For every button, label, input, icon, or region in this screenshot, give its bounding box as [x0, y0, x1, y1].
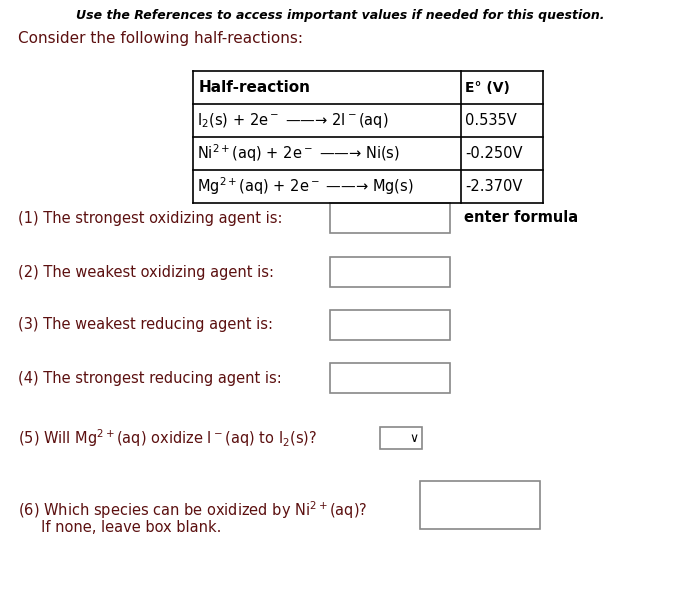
Text: ∨: ∨ — [409, 432, 419, 445]
Text: -0.250V: -0.250V — [465, 146, 522, 161]
Text: Ni$^{2+}$(aq) + 2e$^-$ ——→ Ni(s): Ni$^{2+}$(aq) + 2e$^-$ ——→ Ni(s) — [197, 142, 400, 164]
Text: 0.535V: 0.535V — [465, 113, 517, 128]
Text: Consider the following half-reactions:: Consider the following half-reactions: — [18, 31, 303, 46]
Text: Mg$^{2+}$(aq) + 2e$^-$ ——→ Mg(s): Mg$^{2+}$(aq) + 2e$^-$ ——→ Mg(s) — [197, 175, 413, 197]
Text: Use the References to access important values if needed for this question.: Use the References to access important v… — [76, 8, 604, 22]
Text: I$_2$(s) + 2e$^-$ ——→ 2I$^-$(aq): I$_2$(s) + 2e$^-$ ——→ 2I$^-$(aq) — [197, 111, 388, 130]
Text: enter formula: enter formula — [464, 210, 578, 225]
Text: (5) Will Mg$^{2+}$(aq) oxidize I$^-$(aq) to I$_2$(s)?: (5) Will Mg$^{2+}$(aq) oxidize I$^-$(aq)… — [18, 427, 317, 449]
Bar — [330, 310, 450, 340]
Bar — [330, 363, 450, 393]
Bar — [420, 481, 540, 529]
Text: (4) The strongest reducing agent is:: (4) The strongest reducing agent is: — [18, 370, 282, 385]
Text: E° (V): E° (V) — [465, 81, 510, 94]
Bar — [330, 257, 450, 287]
Text: If none, leave box blank.: If none, leave box blank. — [18, 519, 221, 534]
Bar — [380, 427, 422, 449]
Text: (6) Which species can be oxidized by Ni$^{2+}$(aq)?: (6) Which species can be oxidized by Ni$… — [18, 499, 368, 521]
Text: (3) The weakest reducing agent is:: (3) The weakest reducing agent is: — [18, 317, 273, 332]
Text: (1) The strongest oxidizing agent is:: (1) The strongest oxidizing agent is: — [18, 210, 283, 225]
Text: (2) The weakest oxidizing agent is:: (2) The weakest oxidizing agent is: — [18, 264, 274, 279]
Text: -2.370V: -2.370V — [465, 179, 522, 194]
Bar — [330, 203, 450, 233]
Text: Half-reaction: Half-reaction — [199, 80, 311, 95]
